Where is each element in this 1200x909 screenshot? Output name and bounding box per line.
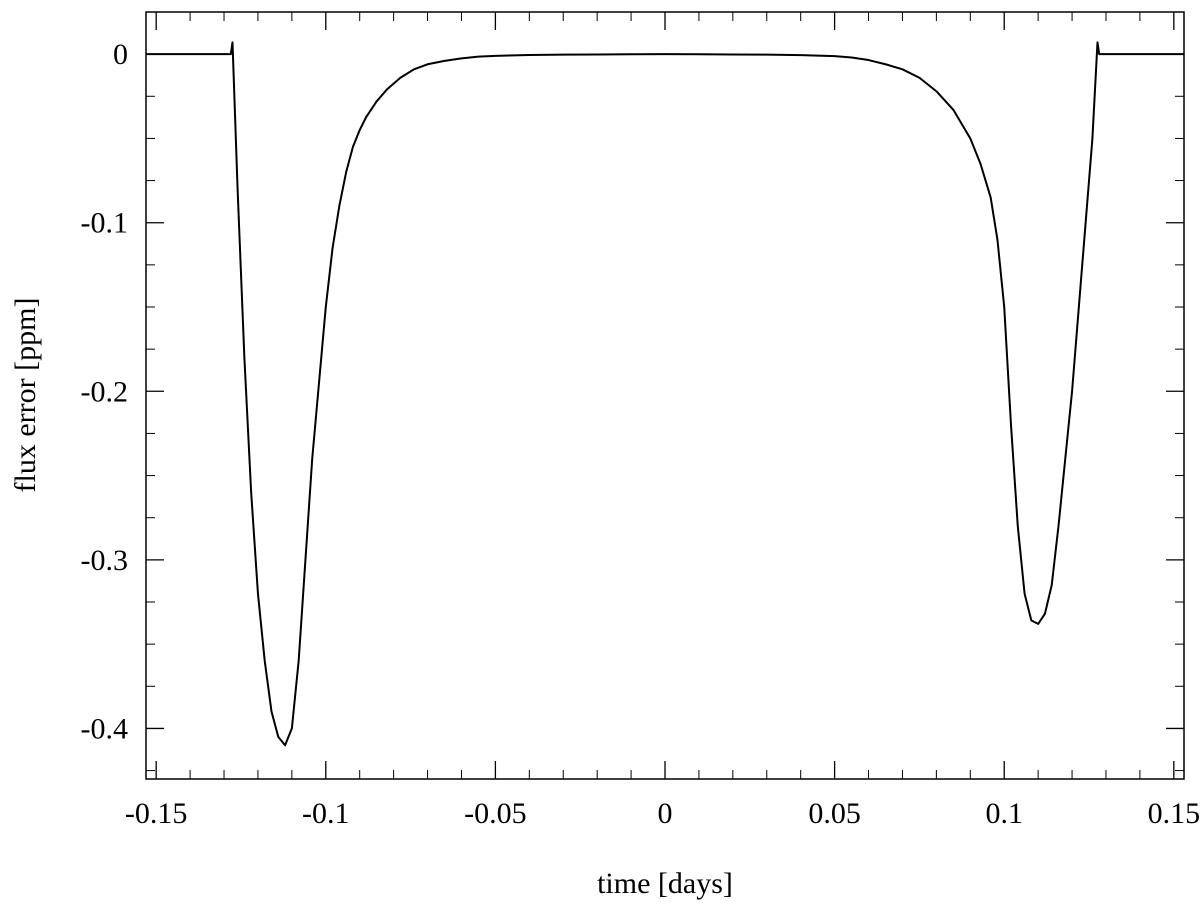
y-tick-label: 0 (113, 38, 128, 71)
y-tick-label: -0.3 (81, 544, 129, 577)
x-tick-labels: -0.15 -0.1 -0.05 0 0.05 0.1 0.15 (125, 797, 1200, 830)
major-ticks (146, 12, 1184, 779)
x-tick-label: -0.1 (302, 797, 350, 830)
x-tick-label: -0.05 (464, 797, 527, 830)
x-tick-label: 0.05 (808, 797, 861, 830)
x-tick-label: 0 (658, 797, 673, 830)
minor-ticks (146, 11, 1184, 779)
y-tick-label: -0.2 (81, 375, 129, 408)
x-tick-label: -0.15 (125, 797, 188, 830)
x-tick-label: 0.1 (985, 797, 1023, 830)
series-line (146, 41, 1184, 747)
y-tick-labels: 0 -0.1 -0.2 -0.3 -0.4 (81, 38, 129, 745)
y-tick-label: -0.4 (81, 712, 129, 745)
plot-frame (145, 11, 1185, 780)
x-tick-label: 0.15 (1148, 797, 1200, 830)
y-tick-label: -0.1 (81, 207, 129, 240)
x-axis-title: time [days] (597, 867, 733, 900)
y-axis-title: flux error [ppm] (9, 298, 42, 493)
